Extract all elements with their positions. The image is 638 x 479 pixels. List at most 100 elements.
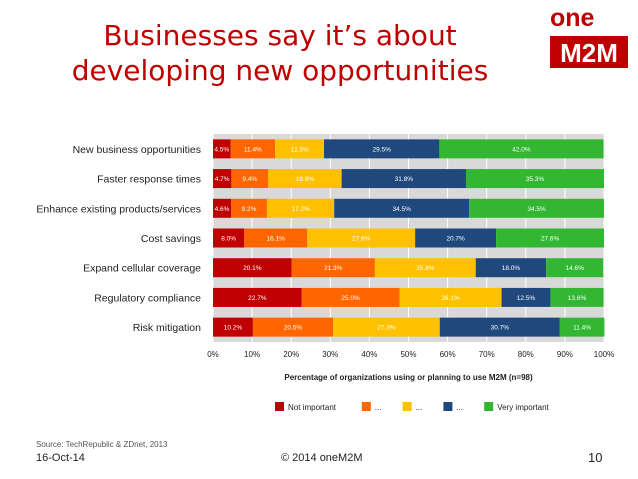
legend-swatch (275, 402, 284, 411)
source-note: Source: TechRepublic & ZDnet, 2013 (36, 440, 168, 449)
bar-segment (374, 258, 476, 278)
data-label: 20.5% (284, 325, 303, 332)
bar-segment (439, 317, 560, 337)
data-label: 21.3% (324, 265, 343, 272)
slide-title: Businesses say it’s about developing new… (30, 18, 530, 88)
data-label: 25.0% (341, 295, 360, 302)
x-tick-labels: 0% 10% 20% 30% 40% 50% 60% 70% 80% 90% 100% (207, 350, 614, 359)
data-label: 12.5% (290, 146, 309, 153)
legend-swatch (361, 402, 371, 411)
data-label: 27.6% (352, 236, 371, 243)
x-axis-title: Percentage of organizations using or pla… (284, 373, 533, 382)
data-label: 14.6% (565, 265, 584, 272)
bar-segment (230, 139, 276, 159)
bar-segment (266, 198, 335, 218)
category-labels: New business opportunities Faster respons… (36, 144, 201, 334)
bar-segment (334, 198, 470, 218)
bar-segment (213, 317, 253, 337)
data-label: 16.1% (267, 236, 286, 243)
x-tick-label: 70% (479, 350, 495, 359)
data-label: 8.0% (221, 236, 236, 243)
legend-swatch (484, 402, 494, 411)
logo-text-top: one (550, 4, 595, 32)
data-label: 29.5% (372, 146, 391, 153)
bar-segment (475, 258, 547, 278)
logo-text-bottom: M2M (560, 38, 618, 68)
data-label: 27.3% (377, 325, 396, 332)
bar-segment (465, 169, 604, 189)
x-tick-label: 100% (594, 350, 614, 359)
bar-segment (341, 169, 466, 189)
data-label: 4.6% (215, 206, 230, 213)
bar-segment (244, 228, 308, 248)
category-label-cost-savings: Cost savings (141, 233, 201, 245)
bar-segment (213, 287, 302, 307)
bars: 4.5% 11.4% 12.5% 29.5% 42.0% 4.7% 9.4% 18.8% 31.… (213, 139, 605, 337)
x-tick-label: 10% (244, 350, 260, 359)
data-label: 20.1% (243, 265, 262, 272)
bar-segment (252, 317, 334, 337)
x-tick-label: 90% (557, 350, 573, 359)
title-line-2: developing new opportunities (71, 54, 489, 87)
page-number: 10 (588, 450, 603, 465)
bar-segment (469, 198, 604, 218)
data-label: 30.7% (491, 325, 510, 332)
data-label: 11.4% (244, 146, 262, 153)
bar-segment (546, 258, 604, 278)
bar-segment (301, 287, 400, 307)
data-label: 9.4% (242, 176, 257, 183)
category-label-expand-cellular-coverage: Expand cellular coverage (83, 263, 201, 275)
footer-copyright: © 2014 oneM2M (281, 452, 363, 464)
category-label-new-business-opportunities: New business opportunities (73, 144, 201, 156)
bar-segment (213, 169, 232, 189)
footer-date: 16-Oct-14 (36, 452, 85, 464)
data-label: 4.5% (214, 146, 229, 153)
category-label-faster-response-times: Faster response times (97, 174, 201, 186)
bar-segment (213, 258, 292, 278)
x-tick-label: 50% (400, 350, 416, 359)
bar-segment (291, 258, 375, 278)
data-label: 34.5% (527, 206, 546, 213)
bar-segment (550, 287, 604, 307)
data-label: 31.8% (395, 176, 414, 183)
data-label: 13.6% (568, 295, 587, 302)
x-tick-label: 60% (440, 350, 456, 359)
data-label: 17.2% (291, 206, 310, 213)
data-label: 12.5% (517, 295, 536, 302)
x-tick-label: 30% (322, 350, 338, 359)
onem2m-logo: one M2M (550, 4, 628, 68)
bar-segment (307, 228, 416, 248)
title-line-1: Businesses say it’s about (103, 19, 457, 52)
bar-segment (268, 169, 342, 189)
x-tick-label: 20% (283, 350, 299, 359)
bar-segment (213, 228, 245, 248)
legend-label: ... (456, 403, 463, 412)
data-label: 42.0% (512, 146, 531, 153)
data-label: 26.1% (441, 295, 460, 302)
data-label: 10.2% (224, 325, 243, 332)
x-tick-label: 40% (361, 350, 377, 359)
bar-segment (333, 317, 440, 337)
legend: Not important......... Very important (275, 402, 550, 412)
bar-segment (275, 139, 325, 159)
data-label: 4.7% (215, 176, 230, 183)
legend-swatch (443, 402, 453, 411)
data-label: 22.7% (248, 295, 267, 302)
x-tick-label: 0% (207, 350, 219, 359)
data-label: 35.3% (526, 176, 545, 183)
category-label-enhance-existing-products-services: Enhance existing products/services (36, 203, 201, 215)
data-label: 18.0% (502, 265, 521, 272)
bar-segment (230, 198, 267, 218)
bar-segment (439, 139, 604, 159)
bar-segment (213, 139, 231, 159)
category-label-risk-mitigation: Risk mitigation (133, 322, 201, 334)
bar-segment (501, 287, 551, 307)
category-label-regulatory-compliance: Regulatory compliance (94, 292, 201, 304)
legend-label: Not important (288, 403, 337, 412)
bar-segment (213, 198, 231, 218)
bar-segment (559, 317, 605, 337)
legend-label: Very important (497, 403, 549, 412)
bar-segment (324, 139, 440, 159)
legend-swatch (402, 402, 412, 411)
data-label: 20.7% (446, 236, 465, 243)
